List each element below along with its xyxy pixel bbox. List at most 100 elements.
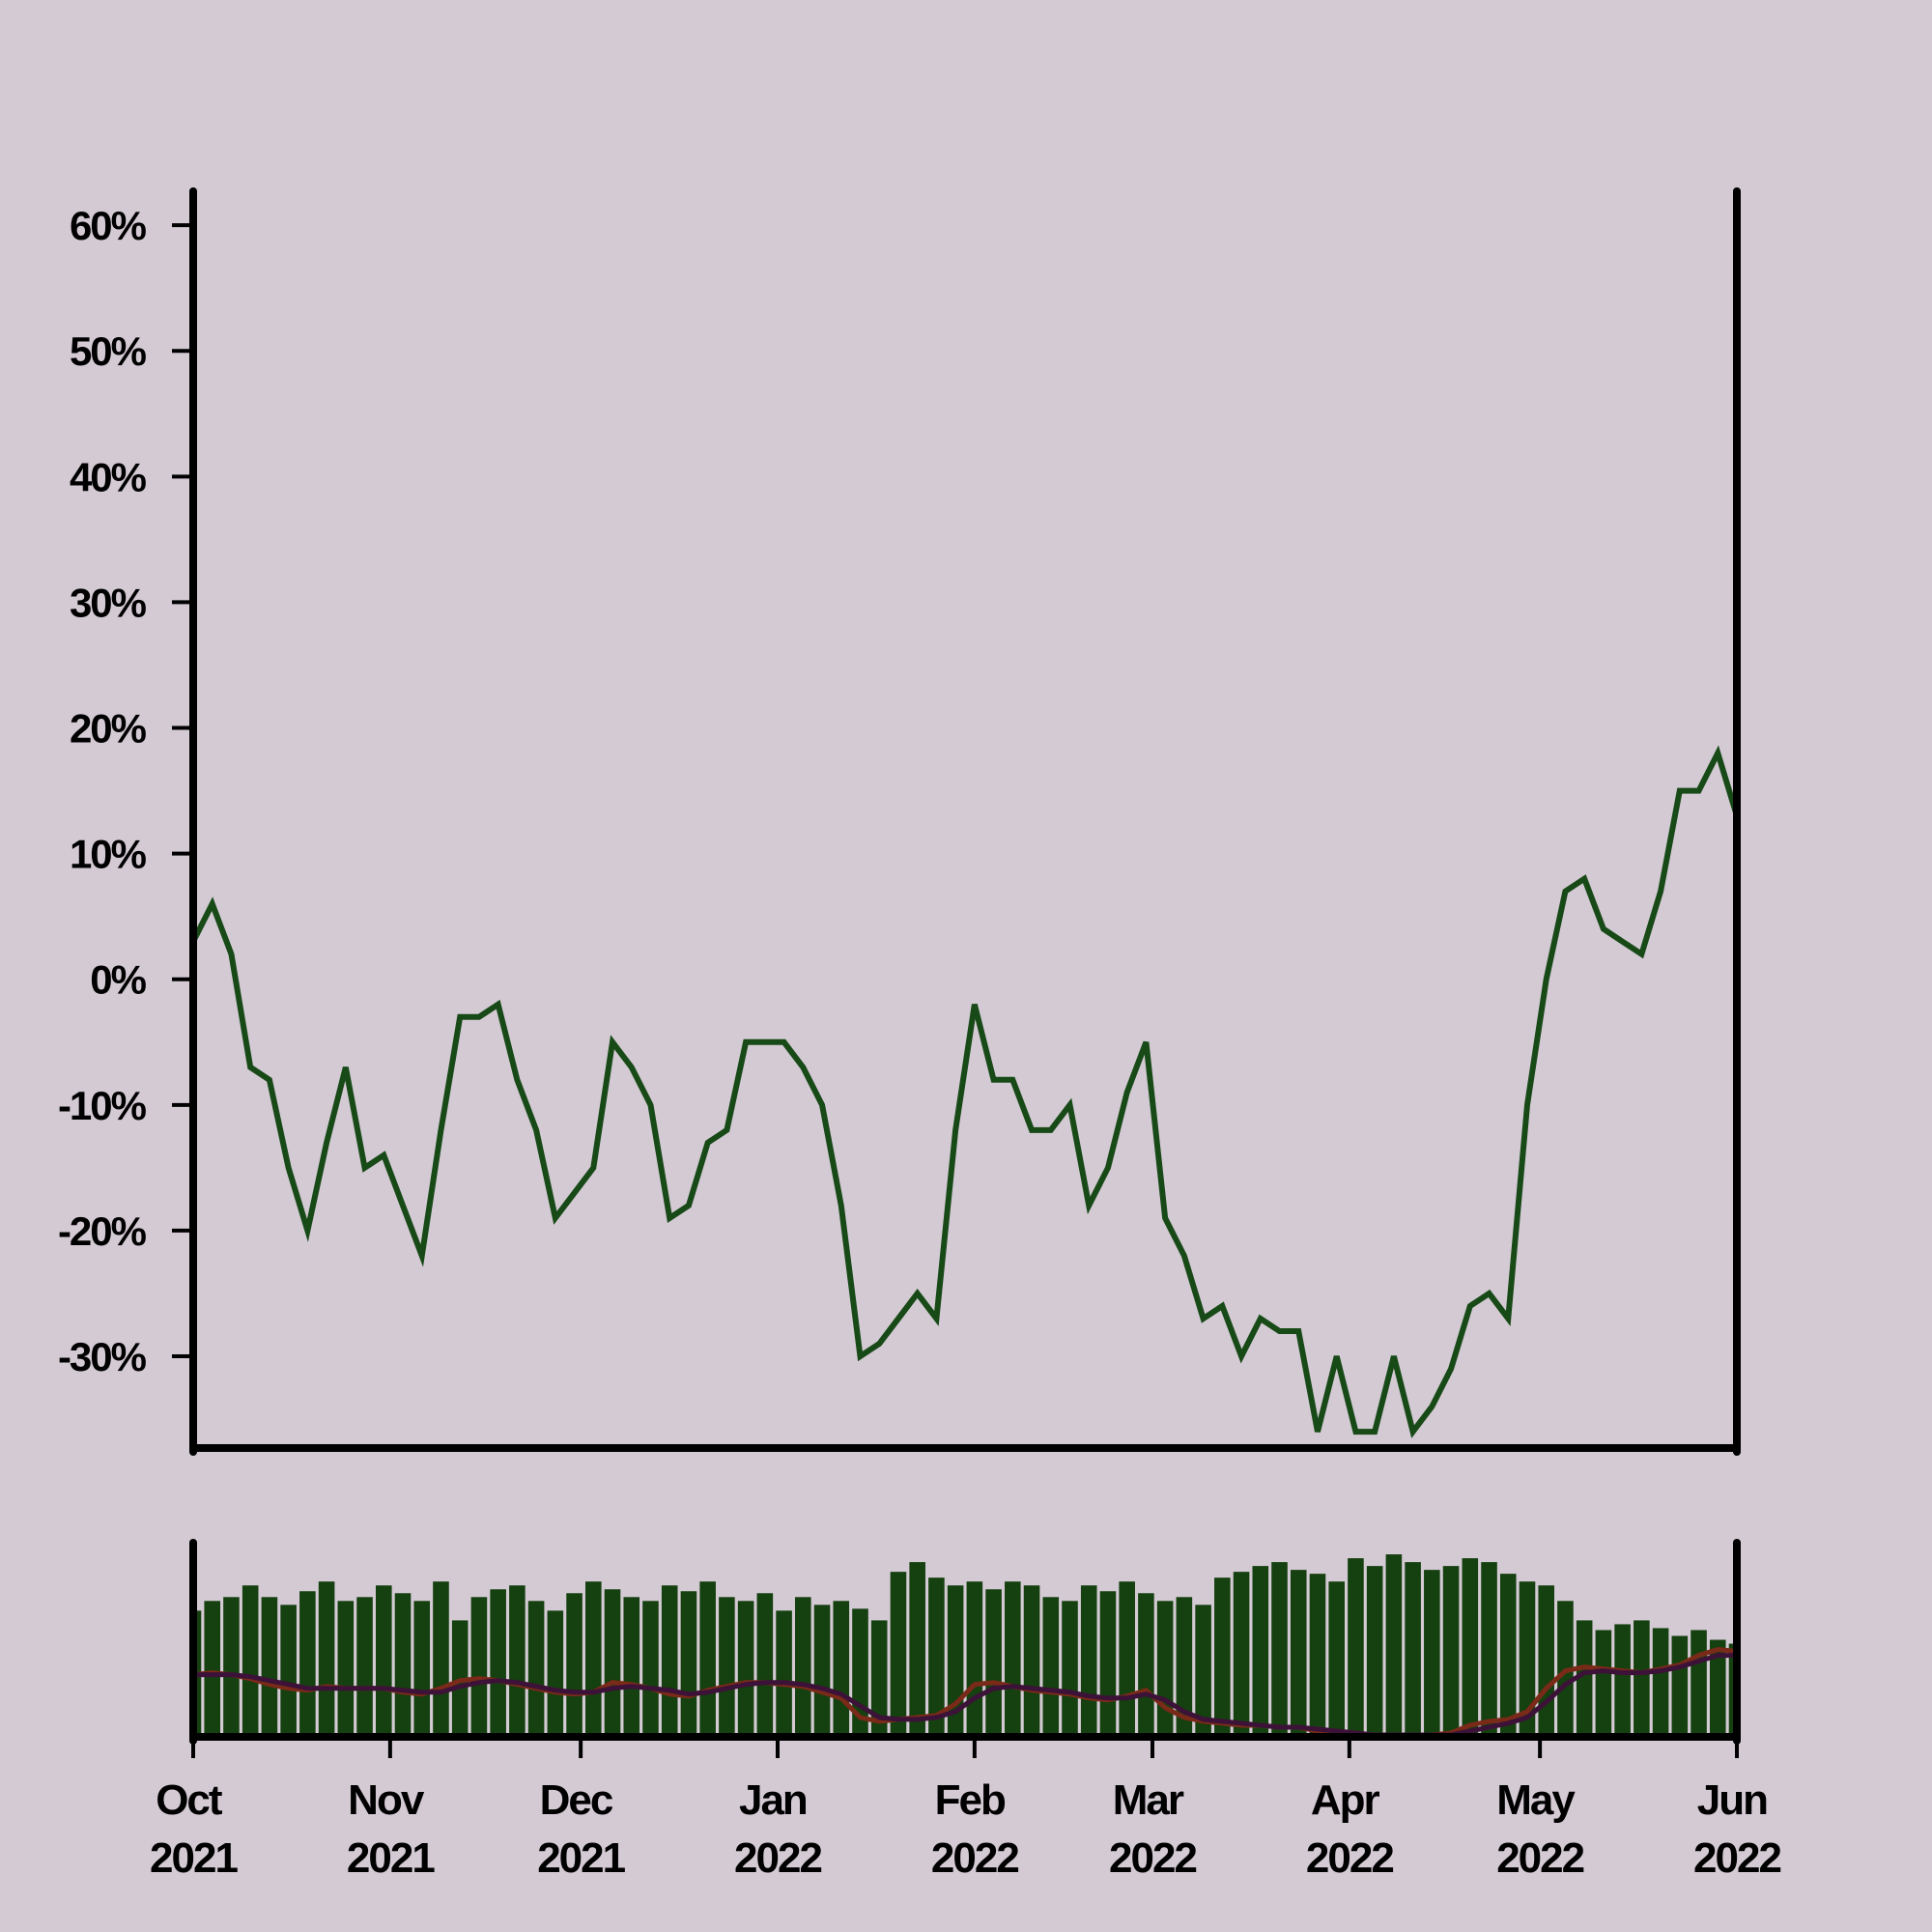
- volume-bar: [1062, 1601, 1078, 1737]
- volume-bar: [1499, 1574, 1517, 1737]
- y-tick-label: -20%: [58, 1208, 147, 1254]
- data-line: [193, 745, 1737, 1438]
- volume-bar: [1005, 1581, 1021, 1737]
- volume-bar: [776, 1610, 792, 1737]
- plot-area: [193, 745, 1737, 1438]
- volume-bar: [1348, 1558, 1364, 1737]
- x-tick-label: Mar 2022: [1109, 1776, 1196, 1882]
- volume-bar: [1385, 1554, 1403, 1737]
- volume-bar: [1099, 1591, 1117, 1737]
- volume-bar: [1405, 1562, 1421, 1737]
- volume-bar: [1728, 1643, 1737, 1737]
- volume-bar: [1442, 1566, 1460, 1737]
- volume-bar: [909, 1562, 925, 1737]
- volume-bar: [470, 1597, 488, 1737]
- volume-bar: [1080, 1585, 1097, 1737]
- volume-bar: [1462, 1558, 1479, 1737]
- volume-bar: [642, 1601, 659, 1737]
- volume-bar: [1519, 1581, 1536, 1737]
- volume-bar: [1709, 1639, 1726, 1737]
- volume-bar: [1156, 1601, 1174, 1737]
- volume-bar: [1252, 1566, 1269, 1737]
- volume-bar: [795, 1597, 811, 1737]
- volume-bar: [833, 1601, 850, 1737]
- volume-bar: [1614, 1624, 1631, 1737]
- volume-bar: [1119, 1581, 1135, 1737]
- volume-bar: [547, 1610, 564, 1737]
- volume-bar: [223, 1597, 240, 1737]
- volume-bar: [737, 1601, 754, 1737]
- volume-bar: [813, 1605, 831, 1737]
- volume-bar: [756, 1593, 774, 1737]
- volume-bar: [490, 1589, 506, 1737]
- volume-bar: [870, 1620, 888, 1737]
- volume-bar: [1214, 1577, 1231, 1737]
- y-tick-label: 50%: [70, 328, 147, 374]
- volume-bar: [985, 1589, 1002, 1737]
- volume-bar: [719, 1597, 735, 1737]
- y-tick-label: 30%: [70, 580, 147, 625]
- x-tick-label: Jun 2022: [1693, 1776, 1780, 1882]
- volume-bar: [566, 1593, 582, 1737]
- volume-bar: [242, 1585, 259, 1737]
- x-tick-label: Dec 2021: [537, 1776, 625, 1882]
- volume-bar: [928, 1577, 945, 1737]
- volume-bar: [337, 1601, 355, 1737]
- volume-bar: [1233, 1572, 1250, 1737]
- volume-bar: [356, 1597, 373, 1737]
- volume-bar: [1042, 1597, 1060, 1737]
- volume-bar: [1309, 1574, 1326, 1737]
- volume-bar: [623, 1597, 640, 1737]
- volume-bar: [1424, 1570, 1440, 1737]
- data-line: [193, 1653, 1737, 1737]
- volume-bar: [280, 1605, 297, 1737]
- data-line: [193, 1647, 1737, 1737]
- volume-bar: [890, 1572, 907, 1737]
- volume-bar: [661, 1585, 678, 1737]
- volume-bar: [1271, 1562, 1288, 1737]
- volume-bar: [1290, 1570, 1307, 1737]
- volume-bar: [1176, 1597, 1193, 1737]
- volume-bar: [604, 1589, 621, 1737]
- volume-bar: [1690, 1630, 1707, 1737]
- volume-bar: [204, 1601, 221, 1737]
- volume-bar: [1652, 1628, 1669, 1737]
- volume-bar: [1366, 1566, 1383, 1737]
- y-tick-label: 60%: [70, 203, 147, 248]
- volume-bar: [375, 1585, 392, 1737]
- volume-bar: [680, 1591, 697, 1737]
- volume-bar: [585, 1581, 602, 1737]
- volume-bar: [1138, 1593, 1154, 1737]
- x-tick-label: Apr 2022: [1306, 1776, 1393, 1882]
- volume-bar: [433, 1581, 449, 1737]
- x-tick-label: May 2022: [1496, 1776, 1583, 1882]
- y-tick-label: 20%: [70, 706, 147, 752]
- volume-bar: [1195, 1605, 1211, 1737]
- volume-bar: [1538, 1585, 1555, 1737]
- volume-bar: [1328, 1581, 1345, 1737]
- volume-bar: [527, 1601, 545, 1737]
- volume-bar: [318, 1581, 335, 1737]
- y-tick-label: 40%: [70, 454, 147, 499]
- volume-bar: [394, 1593, 412, 1737]
- plot-area: [193, 1554, 1737, 1737]
- volume-bar: [261, 1597, 278, 1737]
- volume-bar: [1481, 1562, 1497, 1737]
- volume-bar: [1576, 1620, 1593, 1737]
- x-tick-label: Feb 2022: [931, 1776, 1018, 1882]
- volume-bar: [1634, 1620, 1650, 1737]
- volume-bar: [1595, 1630, 1612, 1737]
- volume-bar: [966, 1581, 983, 1737]
- y-tick-label: 10%: [70, 832, 147, 877]
- x-tick-label: Jan 2022: [734, 1776, 821, 1882]
- volume-bar: [413, 1601, 431, 1737]
- volume-bar: [509, 1585, 526, 1737]
- volume-bar: [699, 1581, 716, 1737]
- volume-bar: [299, 1591, 316, 1737]
- y-tick-label: 0%: [90, 957, 146, 1003]
- volume-bar: [1023, 1585, 1040, 1737]
- y-tick-label: -10%: [58, 1083, 147, 1128]
- volume-bar: [1671, 1635, 1689, 1737]
- x-tick-label: Nov 2021: [347, 1776, 435, 1882]
